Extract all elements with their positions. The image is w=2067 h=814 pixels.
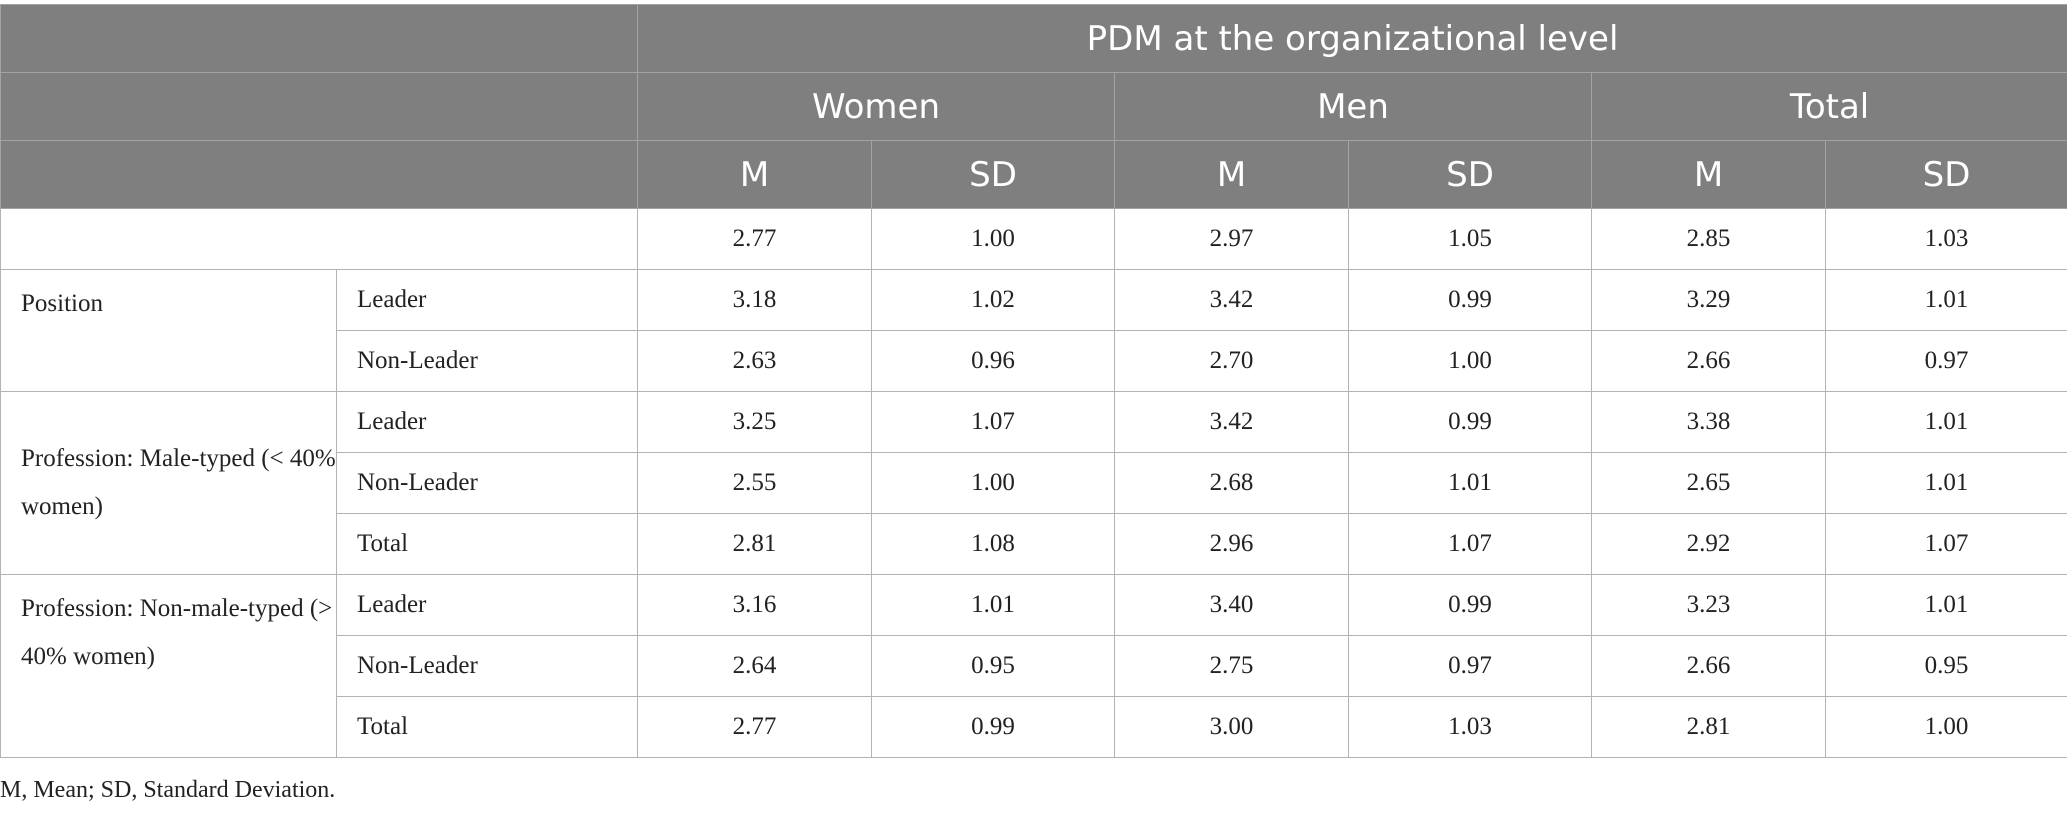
value-cell: 3.25 [637, 391, 872, 453]
value-cell: 1.01 [1824, 269, 2067, 331]
value-cell: 1.00 [1348, 330, 1592, 392]
value-cell: 0.95 [871, 635, 1115, 697]
header-stat: M [1114, 140, 1349, 209]
value-cell: 2.64 [637, 635, 872, 697]
value-cell: 2.55 [637, 452, 872, 514]
row-label: Total [336, 513, 638, 575]
value-cell: 1.01 [1824, 452, 2067, 514]
header-total: Total [1590, 72, 2067, 141]
value-cell: 0.99 [1348, 391, 1592, 453]
value-cell: 0.99 [1348, 269, 1592, 331]
value-cell: 2.70 [1114, 330, 1349, 392]
table-row: Profession: Male-typed (< 40% women) Lea… [0, 391, 2067, 575]
table-row: Total 2.77 0.99 3.00 1.03 2.81 1.00 [1, 696, 2067, 758]
value-cell: 2.77 [637, 696, 872, 758]
value-cell: 1.00 [871, 208, 1115, 270]
value-cell: 3.18 [637, 269, 872, 331]
table-row: Non-Leader 2.55 1.00 2.68 1.01 2.65 1.01 [1, 452, 2067, 514]
overall-label-cell [0, 208, 638, 270]
value-cell: 1.00 [1824, 696, 2067, 758]
table-row: Profession: Non-male-typed (> 40% women)… [0, 574, 2067, 758]
value-cell: 1.01 [1348, 452, 1592, 514]
value-cell: 2.81 [1591, 696, 1826, 758]
value-cell: 1.02 [871, 269, 1115, 331]
value-cell: 3.40 [1114, 574, 1349, 636]
table-row: 2.77 1.00 2.97 1.05 2.85 1.03 [0, 208, 2067, 270]
value-cell: 0.99 [1348, 574, 1592, 636]
value-cell: 1.08 [871, 513, 1115, 575]
header-row-stats: M SD M SD M SD [0, 140, 2067, 209]
group-label-male-typed: Profession: Male-typed (< 40% women) [0, 391, 337, 575]
value-cell: 1.00 [871, 452, 1115, 514]
row-label: Non-Leader [336, 635, 638, 697]
value-cell: 1.01 [1824, 391, 2067, 453]
table-footnote: M, Mean; SD, Standard Deviation. [0, 777, 336, 803]
table-container: PDM at the organizational level Women Me… [0, 4, 2067, 758]
row-label: Leader [336, 269, 638, 331]
table-row: Position Leader 3.18 1.02 3.42 0.99 3.29… [0, 269, 2067, 392]
value-cell: 0.97 [1348, 635, 1592, 697]
table-row: Total 2.81 1.08 2.96 1.07 2.92 1.07 [1, 513, 2067, 575]
row-label: Non-Leader [336, 452, 638, 514]
value-cell: 1.03 [1824, 208, 2067, 270]
value-cell: 1.05 [1348, 208, 1592, 270]
value-cell: 3.29 [1591, 269, 1826, 331]
value-cell: 2.97 [1114, 208, 1349, 270]
value-cell: 3.42 [1114, 269, 1349, 331]
header-stat: M [637, 140, 872, 209]
value-cell: 2.81 [637, 513, 872, 575]
header-corner [0, 4, 638, 73]
header-men: Men [1114, 72, 1592, 141]
row-label: Total [336, 696, 638, 758]
value-cell: 2.96 [1114, 513, 1349, 575]
group-label-non-male-typed: Profession: Non-male-typed (> 40% women) [0, 574, 337, 758]
header-stat: M [1591, 140, 1826, 209]
value-cell: 2.65 [1591, 452, 1826, 514]
value-cell: 2.66 [1591, 330, 1826, 392]
value-cell: 1.01 [871, 574, 1115, 636]
header-corner [0, 140, 638, 209]
value-cell: 2.63 [637, 330, 872, 392]
value-cell: 3.23 [1591, 574, 1826, 636]
value-cell: 3.16 [637, 574, 872, 636]
header-women: Women [637, 72, 1115, 141]
value-cell: 2.92 [1591, 513, 1826, 575]
pdm-table: PDM at the organizational level Women Me… [0, 4, 2067, 758]
value-cell: 2.68 [1114, 452, 1349, 514]
group-label-position: Position [0, 269, 337, 392]
table-row: Non-Leader 2.64 0.95 2.75 0.97 2.66 0.95 [1, 635, 2067, 697]
header-group-title: PDM at the organizational level [636, 4, 2067, 73]
value-cell: 1.03 [1348, 696, 1592, 758]
value-cell: 0.95 [1824, 635, 2067, 697]
value-cell: 1.01 [1824, 574, 2067, 636]
value-cell: 2.75 [1114, 635, 1349, 697]
value-cell: 1.07 [1824, 513, 2067, 575]
header-corner [0, 72, 638, 141]
value-cell: 2.77 [637, 208, 872, 270]
value-cell: 1.07 [1348, 513, 1592, 575]
value-cell: 3.00 [1114, 696, 1349, 758]
value-cell: 2.66 [1591, 635, 1826, 697]
value-cell: 0.97 [1824, 330, 2067, 392]
value-cell: 1.07 [871, 391, 1115, 453]
header-stat: SD [871, 140, 1115, 209]
header-row-group: PDM at the organizational level [0, 4, 2067, 73]
row-label: Leader [336, 391, 638, 453]
value-cell: 2.85 [1591, 208, 1826, 270]
value-cell: 3.38 [1591, 391, 1826, 453]
header-stat: SD [1824, 140, 2067, 209]
value-cell: 0.99 [871, 696, 1115, 758]
value-cell: 3.42 [1114, 391, 1349, 453]
row-label: Non-Leader [336, 330, 638, 392]
value-cell: 0.96 [871, 330, 1115, 392]
header-row-gender: Women Men Total [0, 72, 2067, 141]
row-label: Leader [336, 574, 638, 636]
header-stat: SD [1348, 140, 1592, 209]
